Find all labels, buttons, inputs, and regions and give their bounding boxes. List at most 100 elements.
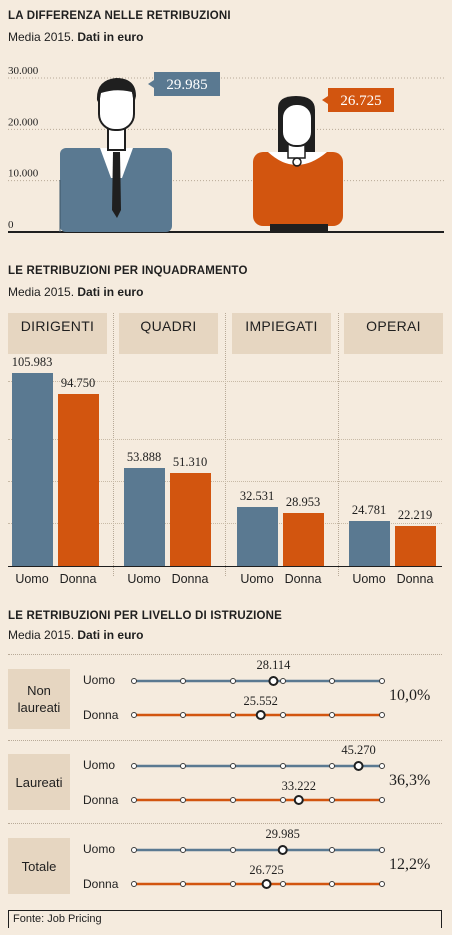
group-divider xyxy=(225,313,226,576)
bar-donna-dirigenti xyxy=(58,393,99,566)
tick-dot xyxy=(329,797,335,803)
series-label: Donna xyxy=(83,708,119,722)
bar-value-label: 105.983 xyxy=(11,355,53,370)
row-divider xyxy=(8,654,442,655)
value-marker xyxy=(277,845,288,855)
tick-dot xyxy=(230,763,236,769)
tick-dot xyxy=(131,881,137,887)
tick-dot xyxy=(230,847,236,853)
tick-dot xyxy=(131,712,137,718)
y-tick-label: 0 xyxy=(8,219,14,231)
section1-subtitle: Media 2015. Dati in euro xyxy=(8,30,144,44)
category-quadri: QUADRI xyxy=(119,313,218,354)
value-marker xyxy=(293,795,304,805)
tick-dot xyxy=(379,763,385,769)
gridline xyxy=(8,439,442,440)
category-impiegati: IMPIEGATI xyxy=(232,313,331,354)
y-tick-label: 20.000 xyxy=(8,116,39,128)
salary-figure-chart: 30.000 20.000 10.000 0 29.985 26.725 xyxy=(8,65,444,233)
uomo-value-tag xyxy=(154,72,220,96)
tick-dot xyxy=(131,678,137,684)
gap-percent: 10,0% xyxy=(389,687,431,704)
bar-category-label: Uomo xyxy=(240,572,274,586)
category-operai: OPERAI xyxy=(344,313,443,354)
value-label: 45.270 xyxy=(341,743,376,757)
tick-dot xyxy=(379,712,385,718)
y-tick-label: 30.000 xyxy=(8,65,39,77)
gap-percent: 12,2% xyxy=(389,856,431,873)
tick-dot xyxy=(329,881,335,887)
tick-dot xyxy=(329,847,335,853)
bar-donna-operai xyxy=(395,525,436,566)
gridline xyxy=(8,481,442,482)
donna-value-tag xyxy=(328,88,394,112)
tick-dot xyxy=(379,847,385,853)
tick-dot xyxy=(379,678,385,684)
tick-dot xyxy=(230,881,236,887)
tick-dot xyxy=(180,763,186,769)
section1-title: LA DIFFERENZA NELLE RETRIBUZIONI xyxy=(8,10,231,22)
value-marker xyxy=(353,761,364,771)
value-marker xyxy=(261,879,272,889)
tick-dot xyxy=(230,797,236,803)
value-label: 26.725 xyxy=(340,93,381,109)
row-divider xyxy=(8,740,442,741)
tick-dot xyxy=(280,678,286,684)
tick-dot xyxy=(180,678,186,684)
bar-donna-quadri xyxy=(170,472,211,566)
bar-uomo-impiegati xyxy=(237,506,278,566)
section3-title: LE RETRIBUZIONI PER LIVELLO DI ISTRUZION… xyxy=(8,610,282,622)
bar-value-label: 24.781 xyxy=(351,502,387,517)
bar-category-label: Uomo xyxy=(127,572,161,586)
bar-donna-impiegati xyxy=(283,513,324,566)
source-note: Fonte: Job Pricing xyxy=(8,910,442,928)
value-marker xyxy=(255,710,266,720)
tick-dot xyxy=(280,763,286,769)
tick-dot xyxy=(329,678,335,684)
tick-dot xyxy=(131,797,137,803)
tag-pointer xyxy=(322,96,328,104)
bar-value-label: 22.219 xyxy=(397,507,433,522)
bar-uomo-quadri xyxy=(124,468,165,566)
bar-value-label: 53.888 xyxy=(126,450,162,465)
tick-dot xyxy=(230,678,236,684)
series-label: Uomo xyxy=(83,842,116,856)
tick-dot xyxy=(131,763,137,769)
value-label: 29.985 xyxy=(265,827,300,841)
bar-uomo-operai xyxy=(349,520,390,566)
bar-value-label: 51.310 xyxy=(172,454,208,469)
tick-dot xyxy=(230,712,236,718)
edu-label-2: Totale xyxy=(8,838,70,894)
bar-value-label: 32.531 xyxy=(239,488,275,503)
tag-pointer xyxy=(148,80,154,88)
tick-dot xyxy=(180,712,186,718)
bar-category-label: Donna xyxy=(284,572,322,586)
series-label: Donna xyxy=(83,793,119,807)
edu-label-0: Non laureati xyxy=(8,669,70,729)
series-label: Donna xyxy=(83,877,119,891)
tick-dot xyxy=(180,847,186,853)
value-label: 26.725 xyxy=(249,863,284,877)
value-label: 28.114 xyxy=(256,658,291,672)
tick-dot xyxy=(131,847,137,853)
baseline xyxy=(8,566,442,567)
group-divider xyxy=(113,313,114,576)
bar-category-label: Donna xyxy=(59,572,97,586)
tick-dot xyxy=(280,881,286,887)
tick-dot xyxy=(379,881,385,887)
bar-category-label: Uomo xyxy=(352,572,386,586)
tick-dot xyxy=(180,797,186,803)
bar-uomo-dirigenti xyxy=(12,373,53,566)
tick-dot xyxy=(180,881,186,887)
series-label: Uomo xyxy=(83,673,116,687)
value-label: 33.222 xyxy=(281,779,316,793)
section2-subtitle: Media 2015. Dati in euro xyxy=(8,285,144,299)
group-divider xyxy=(338,313,339,576)
woman-figure xyxy=(253,96,343,233)
section3-subtitle: Media 2015. Dati in euro xyxy=(8,628,144,642)
row-divider xyxy=(8,823,442,824)
category-dirigenti: DIRIGENTI xyxy=(8,313,107,354)
bar-category-label: Donna xyxy=(396,572,434,586)
gap-percent: 36,3% xyxy=(389,772,431,789)
